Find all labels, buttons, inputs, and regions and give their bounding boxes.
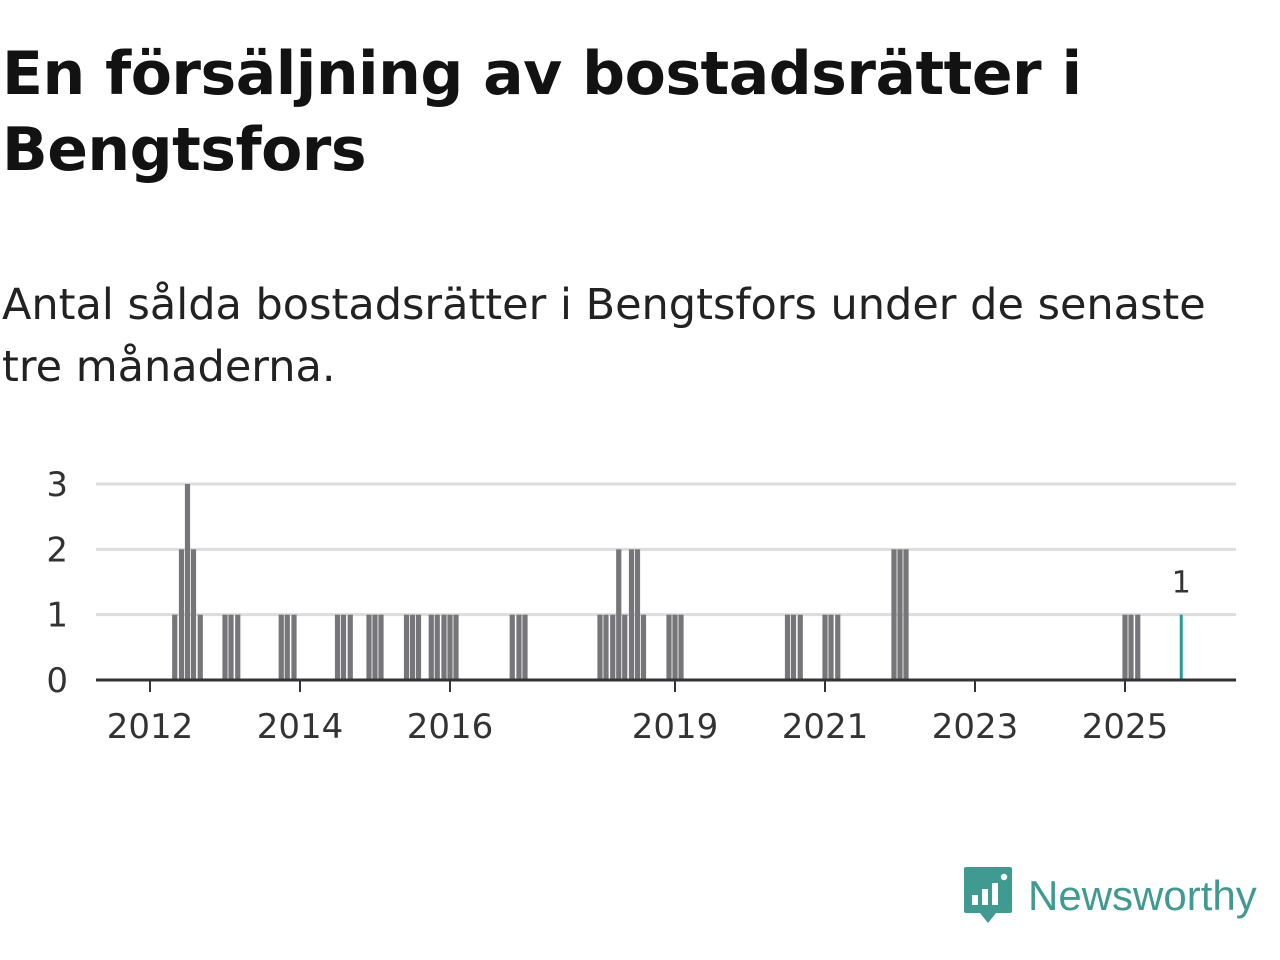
bar	[434, 614, 440, 680]
newsworthy-logo-icon	[964, 867, 1012, 923]
bar	[616, 549, 622, 680]
highlight-bar	[1179, 614, 1183, 680]
newsworthy-logo: Newsworthy	[962, 864, 1257, 928]
bar	[790, 614, 797, 680]
data-labels: 1	[1172, 566, 1191, 601]
bar	[891, 549, 897, 680]
bar	[903, 549, 909, 680]
bar	[835, 614, 841, 680]
bar	[415, 614, 422, 680]
bar	[597, 614, 603, 680]
bar	[428, 614, 434, 680]
x-tick-label: 2016	[407, 707, 494, 747]
bar	[441, 614, 447, 680]
bar	[516, 614, 522, 680]
bar	[1135, 614, 1141, 680]
bar	[403, 614, 410, 680]
bar	[797, 614, 803, 680]
x-axis-ticks: 2012 2014 2016 2019 2021 2023 2025	[107, 680, 1169, 747]
bar	[291, 614, 297, 680]
bar	[366, 614, 372, 680]
gridlines	[96, 482, 1236, 617]
x-tick-label: 2014	[257, 707, 344, 747]
bar	[610, 614, 616, 680]
y-tick-label: 0	[46, 661, 68, 701]
bar	[278, 614, 284, 680]
bar	[178, 549, 185, 680]
bar	[409, 614, 416, 680]
bar	[640, 614, 647, 680]
bar	[235, 614, 241, 680]
bar	[372, 614, 378, 680]
bar	[784, 614, 791, 680]
bar	[284, 614, 290, 680]
bar	[1128, 614, 1134, 680]
bar	[172, 614, 178, 680]
bar	[522, 614, 528, 680]
bar	[622, 614, 628, 680]
chart-title: En försäljning av bostadsrätter i Bengts…	[2, 39, 1082, 185]
highlight-value-label: 1	[1172, 566, 1191, 601]
bar	[634, 549, 641, 680]
bar	[603, 614, 609, 680]
bar	[828, 614, 834, 680]
bar	[184, 484, 191, 680]
bar	[197, 614, 203, 680]
y-tick-label: 3	[46, 465, 68, 505]
y-tick-label: 1	[46, 596, 68, 636]
bar	[222, 614, 228, 680]
bar-chart: 0 1 2 3 2012 2014 2016 2019 2021 2023 2025 1	[46, 465, 1236, 747]
bar	[347, 614, 353, 680]
x-tick-label: 2019	[632, 707, 719, 747]
bar	[897, 549, 903, 680]
bar	[678, 614, 684, 680]
x-tick-label: 2023	[932, 707, 1019, 747]
bars	[172, 484, 1183, 680]
bar	[228, 614, 234, 680]
bar	[666, 614, 672, 680]
bar	[628, 549, 635, 680]
x-tick-label: 2012	[107, 707, 194, 747]
x-tick-label: 2021	[782, 707, 869, 747]
bar	[1122, 614, 1128, 680]
bar	[190, 549, 197, 680]
bar	[509, 614, 515, 680]
bar	[453, 614, 459, 680]
chart-subtitle: Antal sålda bostadsrätter i Bengtsfors u…	[2, 280, 1206, 392]
y-tick-label: 2	[46, 530, 68, 570]
bar	[378, 614, 384, 680]
y-axis-ticks: 0 1 2 3	[46, 465, 68, 701]
bar	[447, 614, 453, 680]
bar	[340, 614, 347, 680]
bar	[672, 614, 678, 680]
bar	[334, 614, 341, 680]
brand-name: Newsworthy	[1028, 872, 1257, 919]
bar	[822, 614, 828, 680]
x-tick-label: 2025	[1082, 707, 1169, 747]
